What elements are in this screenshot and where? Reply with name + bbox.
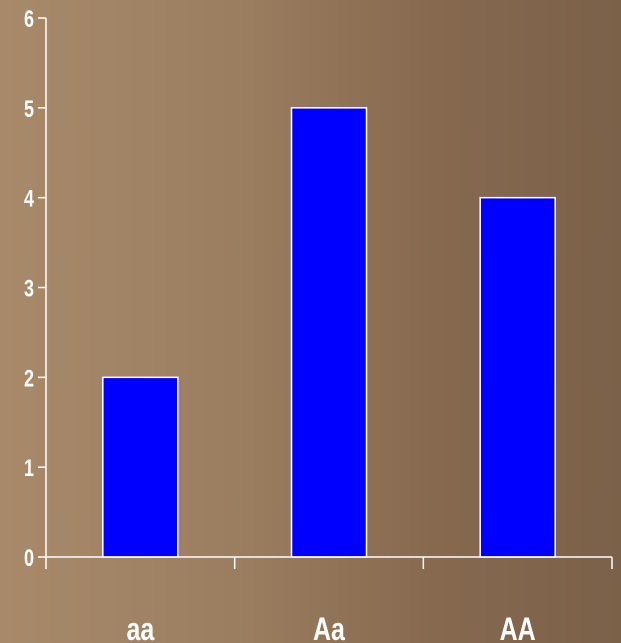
y-tick-label: 5 — [24, 96, 34, 122]
y-tick-label: 0 — [24, 546, 34, 572]
y-ticks-group: 0 1 2 3 4 5 6 — [24, 7, 46, 572]
y-tick-label: 4 — [24, 186, 34, 212]
x-tick-label: Aa — [313, 612, 346, 643]
y-tick-label: 2 — [24, 366, 34, 392]
bar-aa-mixed — [290, 107, 368, 558]
bar-aa-lower — [102, 376, 179, 558]
y-tick-label: 1 — [24, 456, 34, 482]
y-tick-label: 6 — [24, 7, 34, 33]
x-tick-label: AA — [500, 612, 536, 643]
x-tick-label: aa — [126, 612, 155, 643]
y-tick-label: 3 — [24, 276, 34, 302]
x-ticks-group: aa Aa AA — [45, 557, 613, 643]
bar-aa-upper — [479, 196, 556, 558]
bars-group — [102, 107, 556, 558]
